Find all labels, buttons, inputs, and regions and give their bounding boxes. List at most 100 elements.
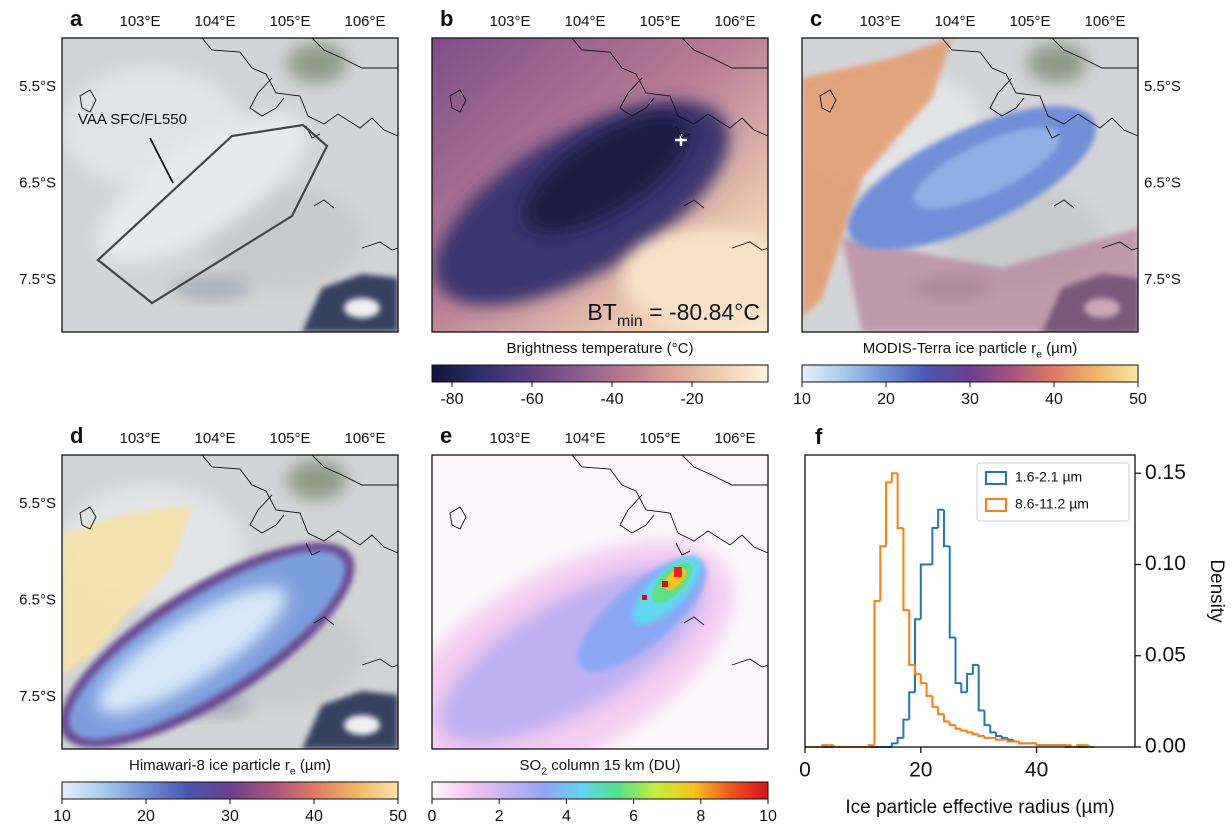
- histogram-step: [995, 737, 1002, 741]
- colorbar-tick-label: 4: [562, 808, 571, 825]
- colorbar: [801, 364, 1139, 383]
- re-field: [62, 505, 192, 675]
- histogram-step: [989, 725, 997, 734]
- colorbar-tick-label: 10: [793, 391, 811, 408]
- histogram-step: [983, 736, 991, 739]
- colorbar-tick-label: -20: [680, 391, 703, 408]
- lon-label: 105°E: [269, 430, 310, 447]
- histogram-step: [995, 732, 1002, 738]
- text-part: e: [290, 765, 296, 777]
- y-tick-label: 0.05: [1145, 643, 1186, 666]
- histogram-step: [1006, 737, 1014, 741]
- colorbar-tick-label: 40: [305, 808, 323, 825]
- histogram-step: [902, 528, 910, 612]
- colorbar-tick-label: 6: [629, 808, 638, 825]
- colorbar: [431, 781, 769, 800]
- lon-label: 105°E: [639, 430, 680, 447]
- y-axis-title: Density: [1206, 559, 1227, 623]
- histogram-step: [896, 473, 904, 529]
- histogram-step: [890, 472, 898, 483]
- lon-label: 105°E: [269, 13, 310, 30]
- colorbar-tick-label: 10: [759, 808, 777, 825]
- colorbar-tick-label: 0: [428, 808, 437, 825]
- lat-label: 7.5°S: [19, 688, 56, 705]
- colorbar-label: MODIS-Terra ice particle re (µm): [863, 340, 1078, 360]
- histogram-step: [977, 664, 985, 712]
- so2-peak: [674, 567, 682, 577]
- colorbar: [431, 364, 769, 383]
- histogram-step: [960, 683, 968, 694]
- re-field: [802, 38, 952, 318]
- vaa-polygon: [96, 123, 329, 305]
- histogram-step: [879, 545, 887, 601]
- histogram-step: [942, 509, 950, 548]
- histogram-step: [1035, 743, 1043, 747]
- map-frame: [801, 37, 1139, 333]
- text-part: SO: [520, 757, 542, 774]
- coastline: [449, 38, 768, 251]
- map: [62, 455, 398, 749]
- panel-label: f: [815, 424, 823, 449]
- histogram-step: [983, 710, 991, 727]
- histogram-step: [954, 637, 962, 685]
- colorbar-tick-label: 50: [389, 808, 407, 825]
- map-frame: [61, 37, 399, 333]
- text-part: (µm): [1042, 340, 1077, 357]
- text-part: min: [617, 312, 643, 330]
- colorbar-tick-label: 8: [696, 808, 705, 825]
- histogram-step: [931, 695, 939, 708]
- histogram-step: [908, 610, 915, 666]
- histogram-step: [948, 721, 956, 727]
- histogram-step: [931, 527, 939, 565]
- colorbar: [61, 781, 399, 800]
- histogram-step: [1000, 736, 1008, 739]
- x-axis-title: Ice particle effective radius (µm): [845, 797, 1114, 818]
- re-core: [97, 586, 287, 714]
- cloud: [172, 276, 252, 300]
- bt-cold: [523, 113, 691, 233]
- histogram-step: [971, 732, 979, 736]
- x-tick-label: 40: [1025, 759, 1048, 782]
- panel-label: e: [440, 423, 452, 448]
- text-part: BT: [587, 299, 616, 325]
- lat-label: 7.5°S: [1144, 271, 1181, 288]
- annotation: BTmin = -80.84°C: [587, 299, 760, 330]
- lat-label: 7.5°S: [19, 271, 56, 288]
- coastline: [819, 38, 1138, 251]
- land: [1027, 43, 1087, 83]
- histogram-step: [960, 728, 968, 732]
- colorbar-tick-label: 50: [1129, 391, 1147, 408]
- ash-cloud: [97, 113, 307, 263]
- lat-label: 5.5°S: [19, 495, 56, 512]
- coastline: [79, 38, 398, 251]
- re-plume: [913, 127, 1061, 209]
- lon-label: 103°E: [859, 13, 900, 30]
- x-tick-label: 20: [909, 759, 932, 782]
- lon-label: 105°E: [1009, 13, 1050, 30]
- text-part: e: [1036, 348, 1042, 360]
- legend-swatch: [985, 498, 1007, 512]
- legend-label: 8.6-11.2 µm: [1015, 496, 1089, 512]
- histogram-step: [971, 663, 979, 674]
- lon-label: 106°E: [344, 13, 385, 30]
- histogram-step: [919, 674, 927, 685]
- histogram-step: [873, 600, 881, 746]
- map: [432, 38, 768, 332]
- lon-label: 104°E: [934, 13, 975, 30]
- colorbar-tick-label: -40: [600, 391, 623, 408]
- colorbar-tick-label: 30: [961, 391, 979, 408]
- histogram-step: [948, 546, 956, 639]
- lon-label: 105°E: [639, 13, 680, 30]
- lon-label: 106°E: [344, 430, 385, 447]
- lon-label: 103°E: [489, 430, 530, 447]
- histogram-step: [914, 664, 921, 675]
- re-field: [842, 228, 1138, 332]
- histogram-step: [890, 742, 898, 747]
- histogram-step: [1006, 739, 1014, 743]
- annotation: VAA SFC/FL550: [78, 111, 187, 128]
- colorbar-tick-label: 20: [877, 391, 895, 408]
- land: [287, 460, 347, 500]
- histogram-step: [902, 718, 910, 738]
- lon-label: 106°E: [714, 430, 755, 447]
